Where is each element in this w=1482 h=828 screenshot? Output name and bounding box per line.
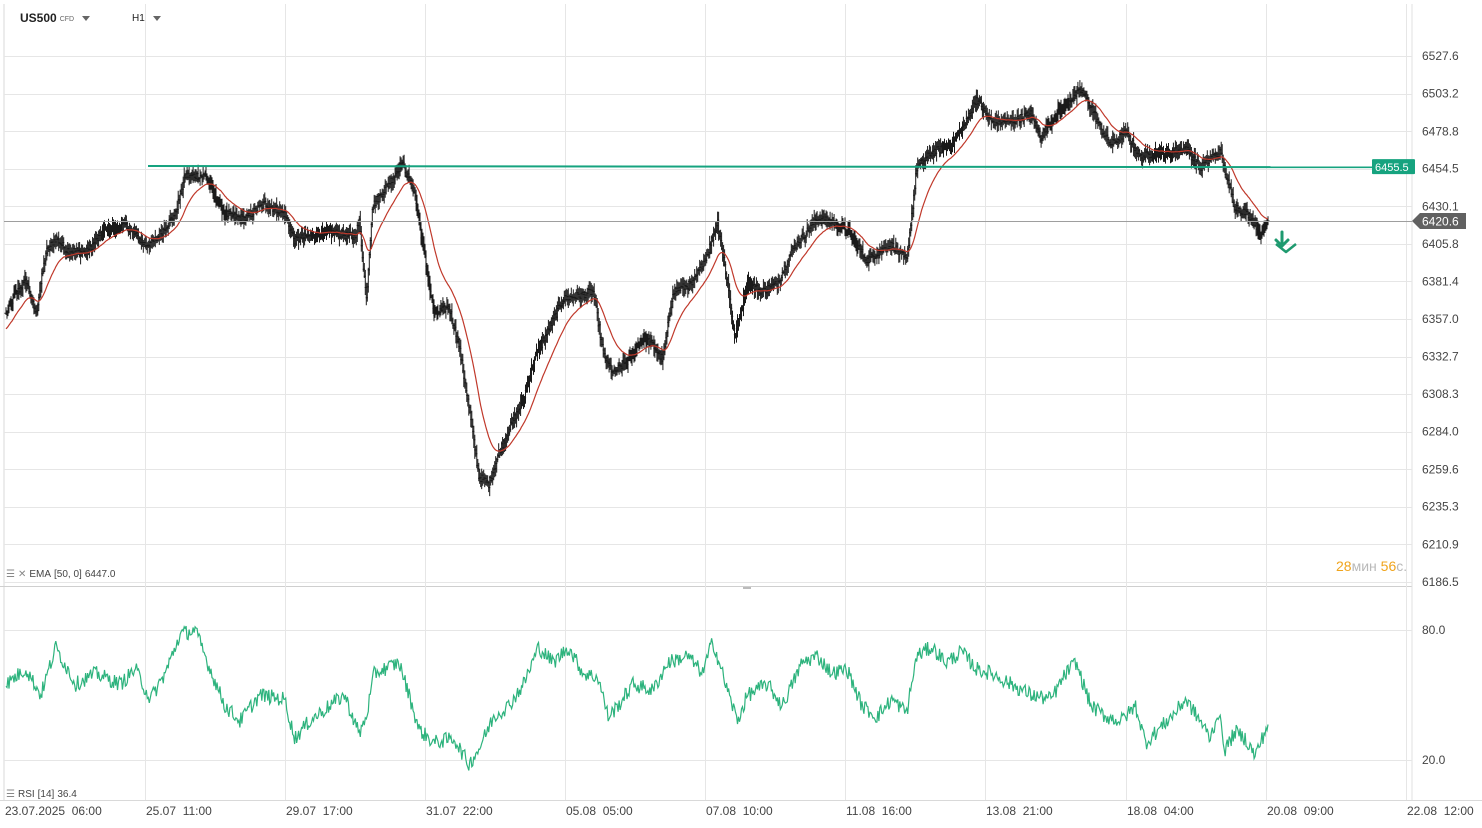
time-tick-label: 18.08 04:00	[1127, 804, 1194, 818]
close-icon[interactable]: ✕	[17, 569, 27, 580]
rsi-tick-label: 20.0	[1422, 753, 1446, 767]
countdown-seconds-unit: с.	[1396, 558, 1408, 574]
time-tick-label: 13.08 21:00	[986, 804, 1053, 818]
countdown-minutes-unit: мин	[1351, 558, 1377, 574]
price-tick-label: 6527.6	[1422, 49, 1459, 63]
rsi-indicator-label[interactable]: ☰ RSI [14] 36.4	[6, 789, 77, 800]
price-tick-label: 6381.4	[1422, 274, 1459, 288]
time-tick-label: 29.07 17:00	[286, 804, 353, 818]
rsi-line	[5, 625, 1269, 771]
time-tick-label: 31.07 22:00	[426, 804, 493, 818]
rsi-tick-label: 80.0	[1422, 623, 1446, 637]
countdown-seconds: 56	[1380, 558, 1397, 574]
price-tick-label: 6235.3	[1422, 500, 1459, 514]
trend-down-arrow-icon	[1274, 230, 1290, 248]
price-tick-label: 6186.5	[1422, 575, 1459, 589]
timeframe-selector[interactable]: H1	[132, 13, 161, 24]
chevron-down-icon	[152, 16, 161, 21]
price-tick-label: 6259.6	[1422, 462, 1459, 476]
rsi-name: RSI	[17, 789, 35, 800]
price-tick-label: 6405.8	[1422, 237, 1459, 251]
ema-name: EMA	[29, 569, 52, 580]
symbol-selector[interactable]: US500 CFD	[20, 8, 91, 28]
price-tick-label: 6357.0	[1422, 312, 1459, 326]
chevron-down-icon	[82, 15, 91, 21]
price-tick-label: 6284.0	[1422, 425, 1459, 439]
price-tick-label: 6332.7	[1422, 350, 1459, 364]
settings-icon[interactable]: ☰	[6, 569, 15, 580]
price-tick-label: 6503.2	[1422, 87, 1459, 101]
resistance-line	[147, 164, 1373, 169]
countdown-minutes: 28	[1336, 558, 1352, 574]
timeframe-label: H1	[132, 13, 145, 24]
rsi-params: [14]	[37, 789, 55, 800]
price-tick-label: 6210.9	[1422, 537, 1459, 551]
price-tick-label: 6478.8	[1422, 124, 1459, 138]
current-price-badge	[1412, 213, 1466, 230]
resistance-value-label: 6455.5	[1375, 162, 1409, 174]
time-tick-label: 05.08 05:00	[566, 804, 633, 818]
time-tick-label: 23.07.2025 06:00	[5, 804, 102, 818]
time-tick-label: 07.08 10:00	[706, 804, 773, 818]
price-tick-label: 6308.3	[1422, 387, 1459, 401]
time-tick-label: 20.08 09:00	[1267, 804, 1334, 818]
rsi-value: 36.4	[57, 789, 77, 800]
ema-line	[5, 99, 1269, 452]
symbol-type: CFD	[59, 15, 75, 23]
current-price-label: 6420.6	[1422, 215, 1459, 229]
time-tick-label: 25.07 11:00	[146, 804, 212, 818]
price-tick-label: 6430.1	[1422, 199, 1459, 213]
time-tick-label: 22.08 12:00	[1407, 804, 1474, 818]
ema-value: 6447.0	[84, 569, 116, 580]
candle-countdown: 28мин 56с.	[1336, 558, 1407, 574]
time-tick-label: 11.08 16:00	[846, 804, 912, 818]
symbol-name: US500	[20, 11, 57, 25]
price-tick-label: 6454.5	[1422, 162, 1459, 176]
candles	[4, 80, 1270, 497]
ema-indicator-label[interactable]: ☰ ✕ EMA [50, 0] 6447.0	[6, 569, 115, 580]
resistance-badge	[1372, 159, 1415, 175]
trend-down-chevron	[1275, 243, 1297, 254]
settings-icon[interactable]: ☰	[6, 789, 15, 800]
ema-params: [50, 0]	[54, 569, 82, 580]
